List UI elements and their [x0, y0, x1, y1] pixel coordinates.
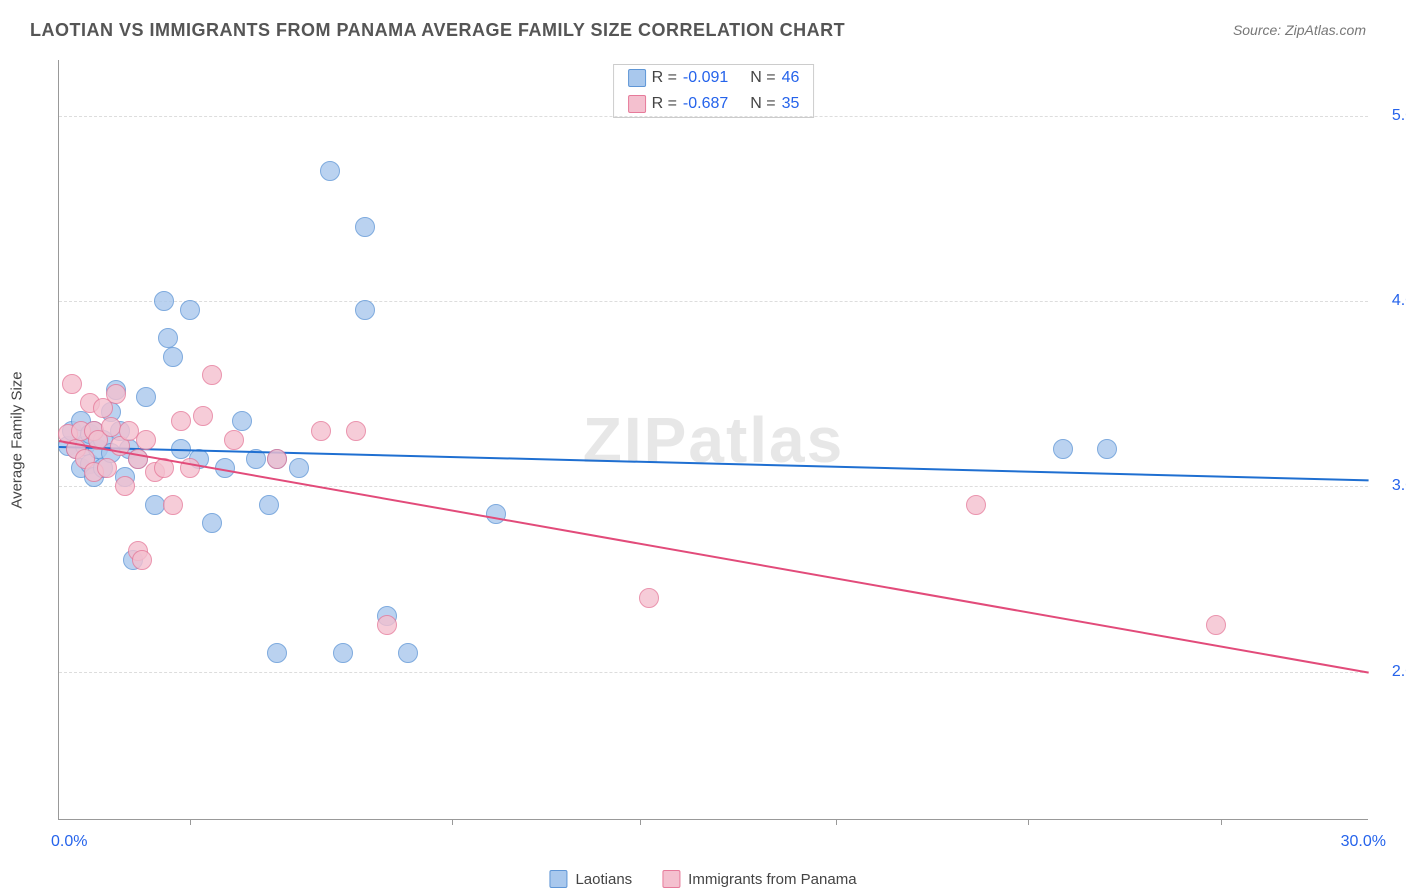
scatter-point [639, 588, 659, 608]
legend-swatch-0 [549, 870, 567, 888]
y-tick-label: 2.00 [1392, 663, 1406, 681]
y-tick-label: 4.00 [1392, 292, 1406, 310]
gridline [59, 672, 1368, 673]
gridline [59, 116, 1368, 117]
scatter-point [128, 449, 148, 469]
legend-item-0: Laotians [549, 870, 632, 888]
correlation-row-0: R = -0.091 N = 46 [614, 65, 814, 91]
plot-area: ZIPatlas Average Family Size R = -0.091 … [58, 60, 1368, 820]
scatter-point [158, 328, 178, 348]
scatter-point [180, 458, 200, 478]
swatch-series-1 [628, 95, 646, 113]
scatter-point [355, 300, 375, 320]
x-min-label: 0.0% [51, 833, 87, 851]
scatter-point [202, 513, 222, 533]
x-tick [640, 819, 641, 825]
x-max-label: 30.0% [1341, 833, 1386, 851]
scatter-point [180, 300, 200, 320]
scatter-point [289, 458, 309, 478]
swatch-series-0 [628, 69, 646, 87]
chart-area: ZIPatlas Average Family Size R = -0.091 … [58, 60, 1368, 820]
x-tick [452, 819, 453, 825]
legend-label-0: Laotians [575, 871, 632, 888]
chart-title: LAOTIAN VS IMMIGRANTS FROM PANAMA AVERAG… [30, 20, 1376, 41]
source-label: Source: ZipAtlas.com [1233, 22, 1366, 38]
x-tick [190, 819, 191, 825]
legend-label-1: Immigrants from Panama [688, 871, 856, 888]
r-label-1: R = [652, 95, 677, 113]
x-tick [1221, 819, 1222, 825]
scatter-point [163, 495, 183, 515]
scatter-point [320, 161, 340, 181]
scatter-point [193, 406, 213, 426]
gridline [59, 486, 1368, 487]
scatter-point [97, 458, 117, 478]
scatter-point [486, 504, 506, 524]
scatter-point [136, 387, 156, 407]
scatter-point [377, 615, 397, 635]
scatter-point [171, 411, 191, 431]
legend-swatch-1 [662, 870, 680, 888]
scatter-point [163, 347, 183, 367]
r-label-0: R = [652, 69, 677, 87]
scatter-point [966, 495, 986, 515]
scatter-point [267, 449, 287, 469]
scatter-point [346, 421, 366, 441]
scatter-point [333, 643, 353, 663]
scatter-point [106, 384, 126, 404]
y-tick-label: 3.00 [1392, 477, 1406, 495]
scatter-point [224, 430, 244, 450]
scatter-point [267, 643, 287, 663]
scatter-point [154, 291, 174, 311]
r-value-1: -0.687 [683, 95, 728, 113]
scatter-point [136, 430, 156, 450]
scatter-point [398, 643, 418, 663]
x-tick [1028, 819, 1029, 825]
y-axis-title: Average Family Size [9, 371, 26, 508]
series-legend: Laotians Immigrants from Panama [549, 870, 856, 888]
scatter-point [1206, 615, 1226, 635]
correlation-legend: R = -0.091 N = 46 R = -0.687 N = 35 [613, 64, 815, 118]
legend-item-1: Immigrants from Panama [662, 870, 856, 888]
r-value-0: -0.091 [683, 69, 728, 87]
n-label-0: N = [750, 69, 775, 87]
gridline [59, 301, 1368, 302]
y-tick-label: 5.00 [1392, 107, 1406, 125]
scatter-point [1053, 439, 1073, 459]
x-tick [836, 819, 837, 825]
scatter-point [1097, 439, 1117, 459]
scatter-point [132, 550, 152, 570]
n-value-1: 35 [782, 95, 800, 113]
scatter-point [355, 217, 375, 237]
scatter-point [232, 411, 252, 431]
scatter-point [62, 374, 82, 394]
correlation-row-1: R = -0.687 N = 35 [614, 91, 814, 117]
n-value-0: 46 [782, 69, 800, 87]
scatter-point [115, 476, 135, 496]
scatter-point [311, 421, 331, 441]
scatter-point [202, 365, 222, 385]
n-label-1: N = [750, 95, 775, 113]
scatter-point [259, 495, 279, 515]
